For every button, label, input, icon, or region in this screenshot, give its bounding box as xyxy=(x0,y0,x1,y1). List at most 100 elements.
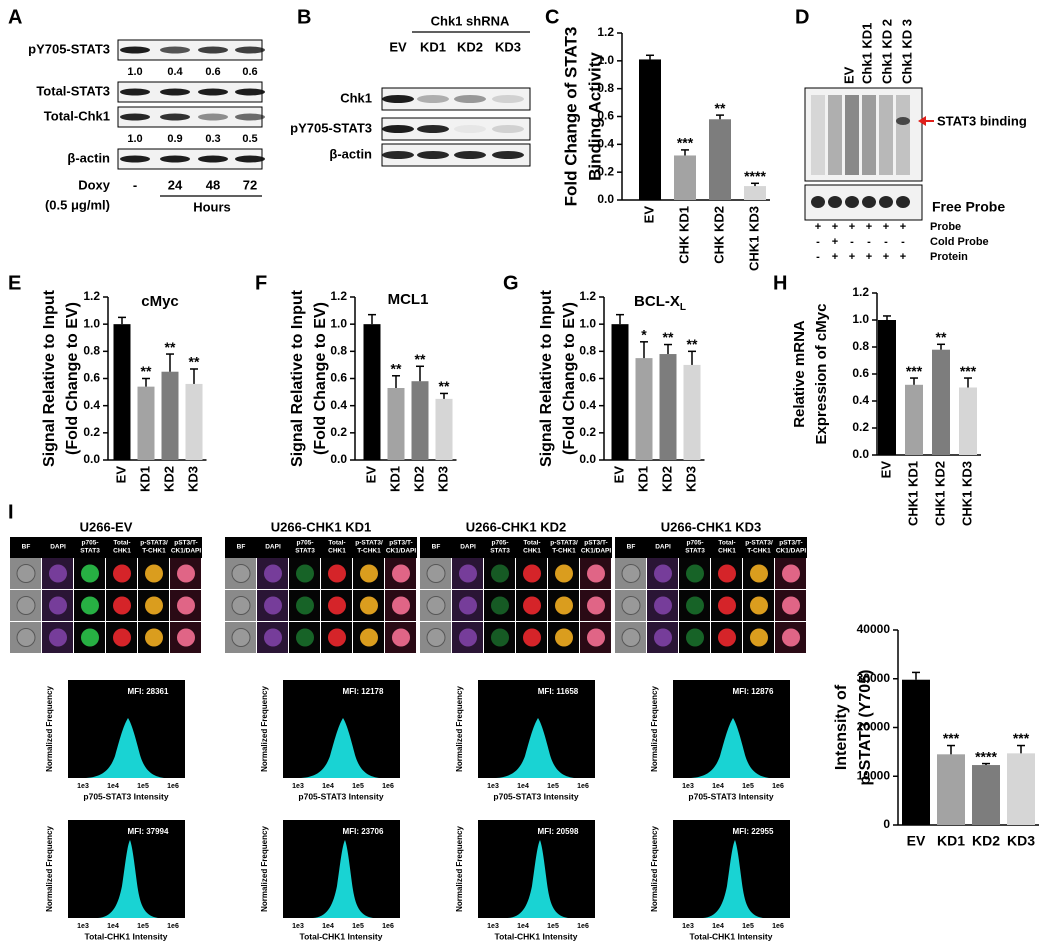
cell xyxy=(81,564,99,583)
lane-label: KD2 xyxy=(457,39,483,54)
blot-smear xyxy=(828,95,842,175)
mfi-label: MFI: 37994 xyxy=(128,827,169,836)
y-tick-label: 1.0 xyxy=(83,316,100,330)
cell xyxy=(782,628,800,647)
histogram-x-tick: 1e5 xyxy=(547,923,559,930)
blot-band xyxy=(417,151,449,159)
cell xyxy=(782,596,800,615)
dose-label: (0.5 μg/ml) xyxy=(45,197,110,212)
x-tick-label: KD1 xyxy=(937,833,965,849)
y-tick-label: 20000 xyxy=(857,720,891,734)
blot-band xyxy=(828,196,842,208)
channel-label: p705- xyxy=(297,540,314,547)
blot-frame xyxy=(804,87,923,182)
x-tick-label: KD1 xyxy=(635,466,650,492)
y-tick-label: 1.0 xyxy=(852,312,869,326)
blot-band xyxy=(198,88,228,96)
channel-label: CK1/DAPI xyxy=(386,548,417,555)
x-tick-label: CHK1 KD2 xyxy=(932,461,947,526)
channel-label: DAPI xyxy=(50,544,66,551)
y-tick-label: 1.0 xyxy=(579,316,596,330)
panel-letter: I xyxy=(8,501,14,523)
lane-label: KD1 xyxy=(420,39,446,54)
blot-band xyxy=(454,95,486,103)
channel-label: T-CHK1 xyxy=(357,548,381,555)
cell xyxy=(555,596,573,615)
cell xyxy=(621,628,641,647)
cell xyxy=(750,596,768,615)
y-tick-label: 0.4 xyxy=(597,137,614,151)
bar xyxy=(137,386,155,460)
mfi-label: MFI: 12178 xyxy=(343,687,384,696)
cell xyxy=(426,628,446,647)
condition-sign: - xyxy=(816,236,820,248)
mfi-label: MFI: 28361 xyxy=(128,687,169,696)
channel-label: CK1/DAPI xyxy=(776,548,807,555)
y-tick-label: 0.2 xyxy=(330,425,347,439)
cell xyxy=(392,628,410,647)
y-tick-label: 0.8 xyxy=(852,339,869,353)
significance: ** xyxy=(687,336,698,352)
condition-sign: - xyxy=(867,236,871,248)
histogram-y-label: Normalized Frequency xyxy=(455,826,464,912)
quantification: 1.0 xyxy=(127,133,142,145)
cell xyxy=(459,628,477,647)
time-label: 48 xyxy=(206,177,220,192)
significance: ** xyxy=(189,354,200,370)
x-tick-label: CHK KD2 xyxy=(711,206,726,264)
blot-band xyxy=(235,155,265,163)
histogram-y-label: Normalized Frequency xyxy=(45,826,54,912)
channel-label: p-STAT3/ xyxy=(355,540,383,547)
blot-row-label: β-actin xyxy=(67,150,110,165)
cell xyxy=(523,596,541,615)
histogram-x-tick: 1e6 xyxy=(772,923,784,930)
cell xyxy=(264,564,282,583)
significance: *** xyxy=(677,135,694,151)
condition-sign: - xyxy=(850,236,854,248)
blot-smear xyxy=(879,95,893,175)
cell xyxy=(523,564,541,583)
histogram-x-tick: 1e3 xyxy=(77,923,89,930)
blot-band xyxy=(454,125,486,133)
cell xyxy=(718,564,736,583)
channel-label: p705- xyxy=(492,540,509,547)
cell xyxy=(750,564,768,583)
y-axis-label: Binding Activity xyxy=(585,52,604,181)
histogram-y-label: Normalized Frequency xyxy=(260,686,269,772)
bar xyxy=(959,387,977,455)
x-tick-label: KD3 xyxy=(683,466,698,492)
channel-label: Total- xyxy=(328,540,345,547)
panel-letter: F xyxy=(255,272,267,294)
cell xyxy=(296,596,314,615)
cell xyxy=(426,596,446,615)
cell xyxy=(264,596,282,615)
y-tick-label: 1.2 xyxy=(330,289,347,303)
histogram-x-tick: 1e4 xyxy=(517,783,529,790)
image-header xyxy=(420,537,612,558)
y-tick-label: 0.6 xyxy=(852,366,869,380)
histogram-x-tick: 1e6 xyxy=(382,923,394,930)
histogram-x-tick: 1e3 xyxy=(682,923,694,930)
cell xyxy=(296,564,314,583)
cell xyxy=(16,564,36,583)
channel-label: T-CHK1 xyxy=(747,548,771,555)
cell xyxy=(264,628,282,647)
histogram-x-tick: 1e4 xyxy=(107,783,119,790)
cell xyxy=(231,564,251,583)
y-tick-label: 0.0 xyxy=(597,192,614,206)
bar xyxy=(709,119,731,200)
condition-sign: + xyxy=(832,251,838,263)
channel-label: STAT3 xyxy=(490,548,510,555)
lane-label: KD3 xyxy=(495,39,521,54)
cell xyxy=(654,564,672,583)
significance: **** xyxy=(744,168,766,184)
time-label: 72 xyxy=(243,177,257,192)
channel-label: CHK1 xyxy=(523,548,541,555)
significance: ** xyxy=(663,329,674,345)
panel-letter: D xyxy=(795,6,809,28)
quantification: 0.9 xyxy=(167,133,182,145)
channel-label: pST3/T- xyxy=(174,540,197,547)
y-axis-label: Expression of cMyc xyxy=(813,304,830,445)
x-tick-label: KD2 xyxy=(161,466,176,492)
x-tick-label: EV xyxy=(641,206,656,224)
